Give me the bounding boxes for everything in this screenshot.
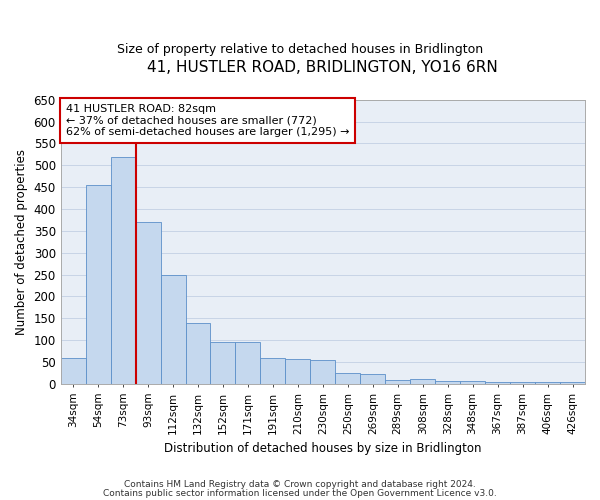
Bar [485,382,510,384]
Text: 41 HUSTLER ROAD: 82sqm
← 37% of detached houses are smaller (772)
62% of semi-de: 41 HUSTLER ROAD: 82sqm ← 37% of detached… [66,104,349,137]
Bar [110,156,136,384]
Bar [310,360,335,384]
Bar [185,322,211,384]
Text: Contains public sector information licensed under the Open Government Licence v3: Contains public sector information licen… [103,488,497,498]
Bar [161,276,185,384]
Bar [360,374,385,384]
Bar [86,185,110,384]
Bar [510,382,535,384]
Y-axis label: Number of detached properties: Number of detached properties [15,149,28,335]
Text: Size of property relative to detached houses in Bridlington: Size of property relative to detached ho… [117,42,483,56]
Bar [560,382,585,384]
Bar [535,382,560,384]
X-axis label: Distribution of detached houses by size in Bridlington: Distribution of detached houses by size … [164,442,482,455]
Bar [61,358,86,384]
Bar [460,382,485,384]
Title: 41, HUSTLER ROAD, BRIDLINGTON, YO16 6RN: 41, HUSTLER ROAD, BRIDLINGTON, YO16 6RN [148,60,498,75]
Bar [435,381,460,384]
Bar [136,222,161,384]
Bar [335,373,360,384]
Bar [211,342,235,384]
Bar [260,358,286,384]
Bar [235,342,260,384]
Text: Contains HM Land Registry data © Crown copyright and database right 2024.: Contains HM Land Registry data © Crown c… [124,480,476,489]
Bar [410,378,435,384]
Bar [385,380,410,384]
Bar [286,359,310,384]
